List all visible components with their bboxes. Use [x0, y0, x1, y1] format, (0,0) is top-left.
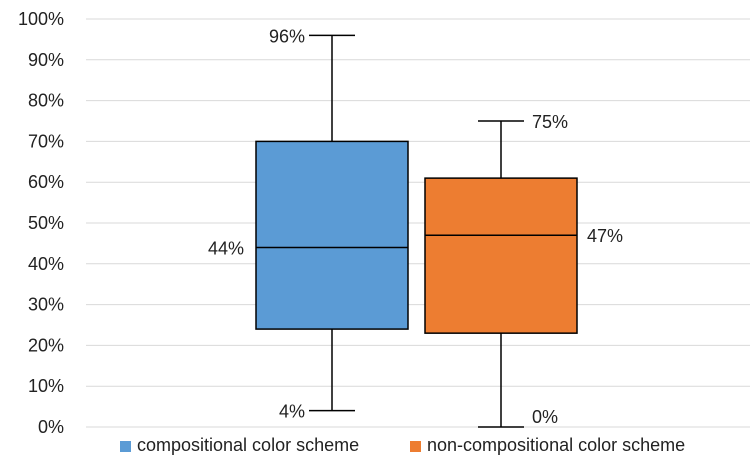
- legend-label: non-compositional color scheme: [427, 435, 685, 455]
- max-label: 96%: [269, 26, 305, 46]
- y-tick-label: 10%: [28, 376, 64, 396]
- legend: compositional color scheme non-compositio…: [120, 435, 685, 455]
- legend-label: compositional color scheme: [137, 435, 359, 455]
- legend-item: non-compositional color scheme: [410, 435, 685, 455]
- legend-item: compositional color scheme: [120, 435, 359, 455]
- y-tick-label: 60%: [28, 172, 64, 192]
- y-tick-label: 50%: [28, 213, 64, 233]
- box-group: [424, 120, 578, 428]
- iqr-box: [255, 140, 409, 330]
- y-tick-label: 40%: [28, 254, 64, 274]
- gridlines: [86, 18, 750, 428]
- data-labels: 96% 44% 4% 75% 47% 0%: [208, 26, 623, 427]
- legend-swatch: [410, 441, 421, 452]
- y-tick-label: 70%: [28, 131, 64, 151]
- y-tick-label: 90%: [28, 50, 64, 70]
- iqr-box: [424, 177, 578, 334]
- max-label: 75%: [532, 112, 568, 132]
- y-tick-label: 30%: [28, 295, 64, 315]
- min-label: 0%: [532, 407, 558, 427]
- legend-swatch: [120, 441, 131, 452]
- y-tick-label: 20%: [28, 335, 64, 355]
- min-label: 4%: [279, 402, 305, 422]
- y-tick-label: 0%: [38, 417, 64, 437]
- median-label: 47%: [587, 226, 623, 246]
- y-tick-label: 100%: [18, 9, 64, 29]
- median-label: 44%: [208, 238, 244, 258]
- y-tick-label: 80%: [28, 91, 64, 111]
- y-axis: 0% 10% 20% 30% 40% 50% 60% 70% 80% 90% 100%: [18, 9, 64, 437]
- box-series: [255, 34, 578, 428]
- box-group: [255, 34, 409, 412]
